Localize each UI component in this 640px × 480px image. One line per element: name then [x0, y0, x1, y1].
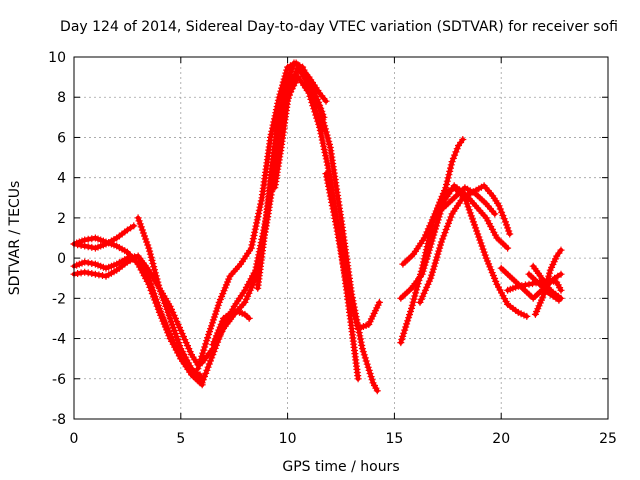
series-sat-10	[254, 59, 328, 292]
plot-frame	[73, 56, 609, 420]
series-line	[195, 60, 325, 371]
series-sat-04	[70, 222, 138, 252]
series-markers	[529, 262, 565, 302]
series-sat-06	[194, 59, 326, 373]
series-markers	[322, 170, 383, 332]
series-sat-15	[397, 182, 512, 302]
series-sat-12	[322, 170, 383, 332]
y-tick-label: 0	[57, 251, 66, 267]
x-axis-label: GPS time / hours	[282, 459, 399, 475]
y-tick-label: 2	[57, 211, 66, 227]
series-markers	[209, 306, 253, 349]
x-tick-label: 25	[599, 431, 617, 447]
series-markers	[254, 59, 328, 292]
y-tick-label: 8	[57, 90, 66, 106]
x-tick-label: 0	[70, 431, 79, 447]
y-tick-label: 4	[57, 171, 66, 187]
series-markers	[440, 184, 499, 218]
data-series	[70, 59, 565, 395]
y-axis-label: SDTVAR / TECUs	[7, 181, 23, 296]
y-tick-label: -6	[52, 372, 66, 388]
series-markers	[399, 136, 467, 268]
series-sat-13	[397, 184, 531, 347]
series-sat-22	[529, 262, 565, 302]
chart-title: Day 124 of 2014, Sidereal Day-to-day VTE…	[60, 19, 618, 35]
y-tick-label: -4	[52, 332, 66, 348]
series-markers	[271, 61, 330, 192]
axis-ticks: 0 5 10 15 20 25 -8 -6 -4 -2 0 2 4 6 8 10	[48, 50, 617, 447]
series-markers	[70, 222, 138, 252]
x-tick-label: 10	[279, 431, 297, 447]
series-markers	[416, 182, 514, 306]
series-sat-09	[209, 306, 253, 349]
series-sat-14	[399, 136, 467, 268]
y-tick-label: 6	[57, 130, 66, 146]
x-tick-label: 20	[492, 431, 510, 447]
y-tick-label: -2	[52, 291, 66, 307]
y-tick-label: 10	[48, 50, 66, 66]
series-sat-05	[134, 214, 206, 383]
series-line	[199, 66, 380, 394]
x-tick-label: 5	[176, 431, 185, 447]
series-markers	[134, 214, 206, 383]
x-tick-label: 15	[385, 431, 403, 447]
y-tick-label: -8	[52, 412, 66, 428]
series-markers	[397, 184, 531, 347]
series-sat-11	[271, 61, 330, 192]
series-sat-17	[440, 184, 499, 218]
